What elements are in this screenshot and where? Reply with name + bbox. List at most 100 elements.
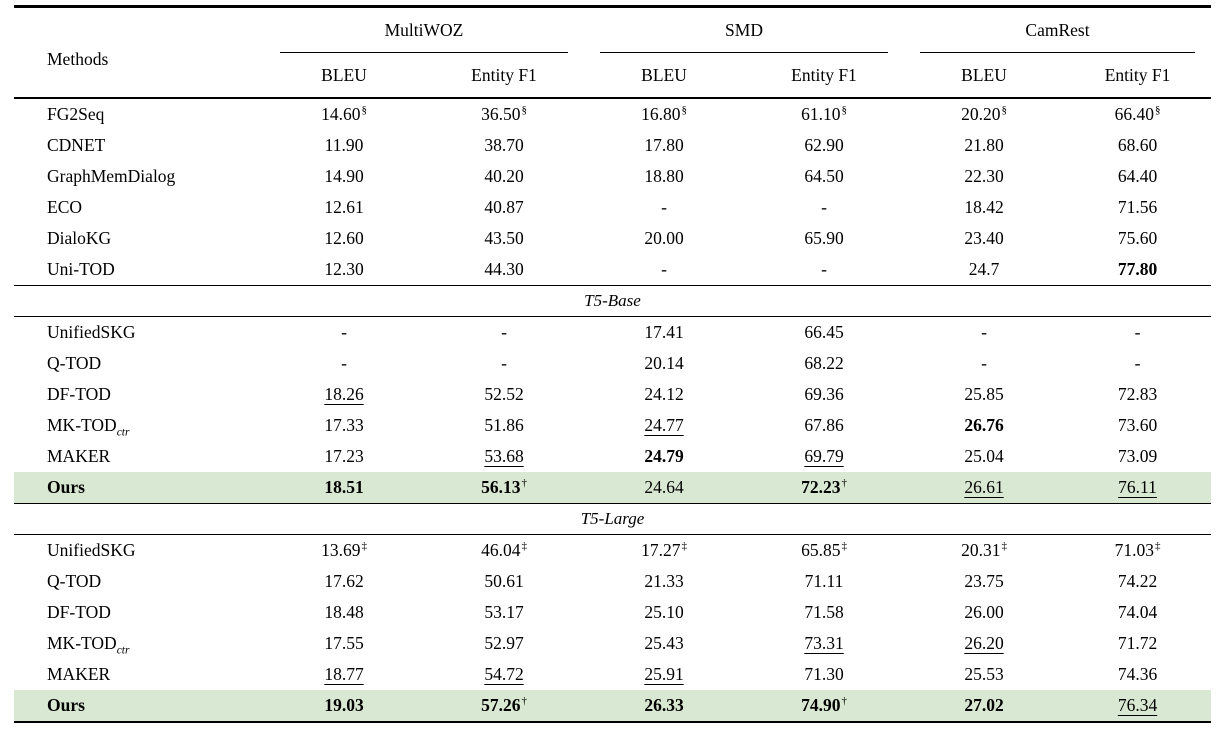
value-text: 40.20 (484, 166, 524, 186)
value-cell: 77.80 (1064, 254, 1211, 286)
value-text: 25.85 (964, 384, 1004, 404)
value-text: 43.50 (484, 228, 524, 248)
value-cell: 12.61 (264, 192, 424, 223)
value-cell: 13.69‡ (264, 535, 424, 567)
value-text: 62.90 (804, 135, 844, 155)
value-text: 27.02 (964, 695, 1004, 715)
value-cell: 23.40 (904, 223, 1064, 254)
value-text: 51.86 (484, 415, 524, 435)
value-cell: 57.26† (424, 690, 584, 723)
value-cell: 74.22 (1064, 566, 1211, 597)
value-cell: 53.68 (424, 441, 584, 472)
value-text: 21.33 (644, 571, 684, 591)
value-cell: 25.91 (584, 659, 744, 690)
value-text: 38.70 (484, 135, 524, 155)
method-cell: Ours (14, 690, 264, 723)
value-cell: 53.17 (424, 597, 584, 628)
method-cell: DF-TOD (14, 379, 264, 410)
superscript-marker: ‡ (681, 540, 687, 553)
value-text: - (661, 197, 667, 217)
method-label: Ours (47, 695, 85, 715)
value-text: 17.41 (644, 322, 684, 342)
value-cell: - (904, 317, 1064, 349)
value-text: 25.43 (644, 633, 684, 653)
method-cell: MAKER (14, 659, 264, 690)
value-text: 64.40 (1117, 166, 1158, 186)
table-row-q-tod-s2: Q-TOD 17.62 50.61 21.33 71.11 23.75 74.22 (14, 566, 1211, 597)
table-row-mk-tod-s1: MK-TODctr 17.33 51.86 24.77 67.86 26.76 73.60 (14, 410, 1211, 441)
results-table: Methods MultiWOZ SMD CamRest (14, 5, 1212, 723)
table-body: FG2Seq 14.60§ 36.50§ 16.80§ 61.10§ 20.20§ 66.4… (14, 98, 1212, 723)
value-cell: 69.36 (744, 379, 904, 410)
section-label: T5-Base (14, 285, 1212, 317)
superscript-marker: § (841, 104, 847, 117)
superscript-marker: § (681, 104, 687, 117)
value-text: 18.26 (324, 384, 364, 404)
value-cell: 25.10 (584, 597, 744, 628)
value-text: 17.33 (324, 415, 364, 435)
value-cell: 40.20 (424, 161, 584, 192)
superscript-marker: † (521, 695, 527, 708)
value-cell: - (264, 317, 424, 349)
camrest-group-underline: CamRest (920, 8, 1196, 53)
table-row-ours-s1: Ours 18.51 56.13† 24.64 72.23† 26.61 76.11 (14, 472, 1212, 504)
method-cell: GraphMemDialog (14, 161, 264, 192)
value-text: 74.90 (801, 695, 841, 715)
superscript-marker: ‡ (361, 540, 367, 553)
method-label: Q-TOD (47, 571, 102, 591)
value-text: 52.52 (484, 384, 524, 404)
value-cell: 68.60 (1064, 130, 1211, 161)
value-text: 24.12 (644, 384, 684, 404)
value-text: - (501, 322, 507, 342)
method-label: DF-TOD (47, 384, 111, 404)
value-cell: 14.90 (264, 161, 424, 192)
value-cell: 25.53 (904, 659, 1064, 690)
value-cell: 18.26 (264, 379, 424, 410)
value-text: 12.61 (324, 197, 364, 217)
method-cell: Q-TOD (14, 348, 264, 379)
value-text: 57.26 (481, 695, 521, 715)
group-header-row: Methods MultiWOZ SMD CamRest (14, 6, 1211, 99)
value-cell: 24.7 (904, 254, 1064, 286)
value-text: 50.61 (484, 571, 524, 591)
method-cell: CDNET (14, 130, 264, 161)
value-text: 54.72 (484, 664, 524, 684)
value-text: 20.14 (644, 353, 684, 373)
group-header-multiwoz: MultiWOZ (264, 7, 584, 53)
value-text: - (1134, 353, 1141, 373)
value-text: 76.34 (1117, 695, 1158, 715)
value-cell: 73.31 (744, 628, 904, 659)
superscript-marker: † (521, 477, 527, 490)
method-cell: ECO (14, 192, 264, 223)
value-cell: 12.30 (264, 254, 424, 286)
value-cell: 65.90 (744, 223, 904, 254)
value-text: - (341, 353, 347, 373)
value-text: - (981, 353, 987, 373)
value-text: 18.80 (644, 166, 684, 186)
method-cell: Ours (14, 472, 264, 504)
value-cell: 43.50 (424, 223, 584, 254)
value-cell: 19.03 (264, 690, 424, 723)
value-cell: 27.02 (904, 690, 1064, 723)
value-cell: 18.80 (584, 161, 744, 192)
value-text: 71.30 (804, 664, 844, 684)
value-text: 25.91 (644, 664, 684, 684)
superscript-marker: § (361, 104, 367, 117)
table-row-cdnet-s0: CDNET 11.90 38.70 17.80 62.90 21.80 68.60 (14, 130, 1211, 161)
value-cell: 66.40§ (1064, 98, 1211, 130)
table-row-eco-s0: ECO 12.61 40.87 - - 18.42 71.56 (14, 192, 1211, 223)
value-cell: 25.43 (584, 628, 744, 659)
value-cell: 16.80§ (584, 98, 744, 130)
method-cell: Q-TOD (14, 566, 264, 597)
value-text: 11.90 (324, 135, 364, 155)
value-cell: 14.60§ (264, 98, 424, 130)
value-cell: 71.58 (744, 597, 904, 628)
value-cell: 76.11 (1064, 472, 1211, 504)
value-text: 40.87 (484, 197, 524, 217)
value-text: 69.36 (804, 384, 844, 404)
value-cell: 61.10§ (744, 98, 904, 130)
value-cell: 12.60 (264, 223, 424, 254)
value-cell: 17.80 (584, 130, 744, 161)
value-cell: 26.76 (904, 410, 1064, 441)
value-text: 72.23 (801, 477, 841, 497)
